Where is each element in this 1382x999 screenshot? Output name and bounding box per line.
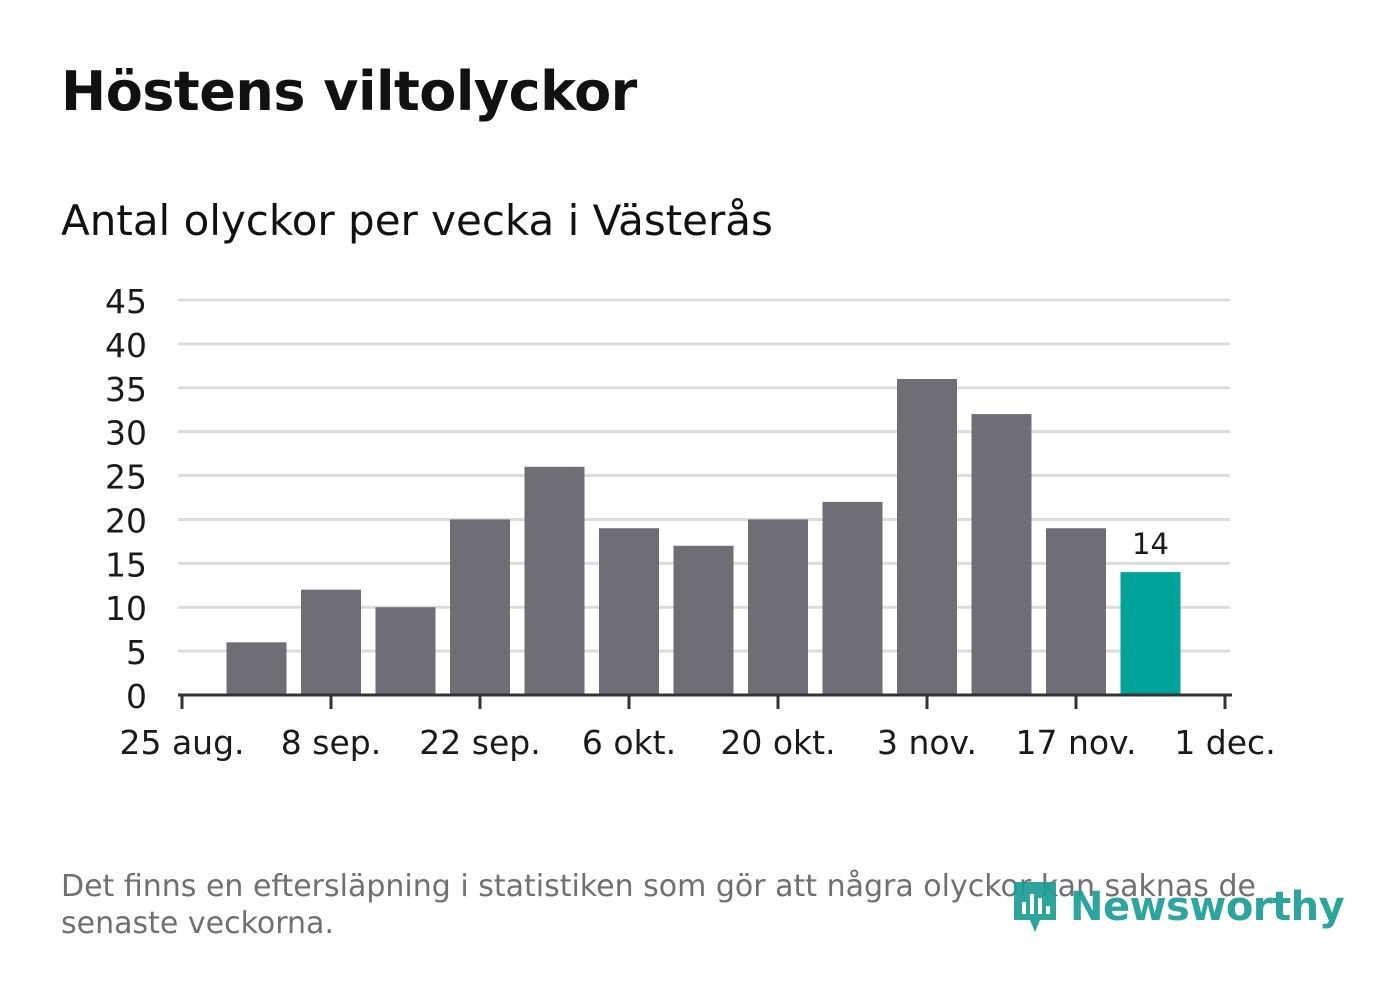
brand-name: Newsworthy <box>1070 884 1345 930</box>
x-tick-label: 17 nov. <box>1015 723 1136 762</box>
data-label: 14 <box>1132 527 1169 561</box>
x-axis-ticks: 25 aug. 8 sep. 22 sep. 6 okt. 20 okt. 3 nov. 1… <box>119 695 1276 762</box>
x-tick-label: 6 okt. <box>582 723 676 762</box>
y-tick-label: 40 <box>105 326 147 365</box>
y-tick-label: 5 <box>126 633 147 672</box>
x-tick-label: 1 dec. <box>1174 723 1275 762</box>
x-tick-label: 3 nov. <box>877 723 977 762</box>
y-tick-label: 25 <box>105 458 147 497</box>
x-tick-label: 22 sep. <box>419 723 540 762</box>
y-axis-ticks: 0 5 10 15 20 25 30 35 40 45 <box>105 282 147 716</box>
chart-subtitle: Antal olyckor per vecka i Västerås <box>61 196 773 245</box>
x-tick-label: 25 aug. <box>119 723 244 762</box>
newsworthy-logo: Newsworthy <box>1010 878 1345 936</box>
bar <box>897 379 957 695</box>
bar <box>375 607 436 695</box>
bar <box>822 501 883 695</box>
bar <box>971 414 1032 695</box>
chart-title: Höstens viltolyckor <box>61 60 637 123</box>
y-tick-label: 45 <box>105 282 147 321</box>
y-tick-label: 30 <box>105 414 147 453</box>
bar <box>673 545 734 695</box>
bar-chart: 0 5 10 15 20 25 30 35 40 45 25 aug. 8 sep. 22 sep. 6… <box>105 282 1276 762</box>
y-tick-label: 35 <box>105 370 147 409</box>
bar <box>524 466 585 695</box>
bar <box>599 528 659 695</box>
y-tick-label: 15 <box>105 545 147 584</box>
bar <box>748 519 808 695</box>
bar <box>301 589 361 695</box>
bar <box>1120 572 1181 695</box>
bar <box>1046 528 1106 695</box>
footnote: Det finns en eftersläpning i statistiken… <box>61 869 1256 941</box>
bar <box>450 519 510 695</box>
brand-icon <box>1014 882 1056 932</box>
bar <box>226 642 287 695</box>
y-tick-label: 20 <box>105 501 147 540</box>
x-tick-label: 20 okt. <box>720 723 835 762</box>
x-tick-label: 8 sep. <box>281 723 381 762</box>
y-tick-label: 0 <box>126 677 147 716</box>
y-tick-label: 10 <box>105 589 147 628</box>
bars <box>226 379 1181 695</box>
